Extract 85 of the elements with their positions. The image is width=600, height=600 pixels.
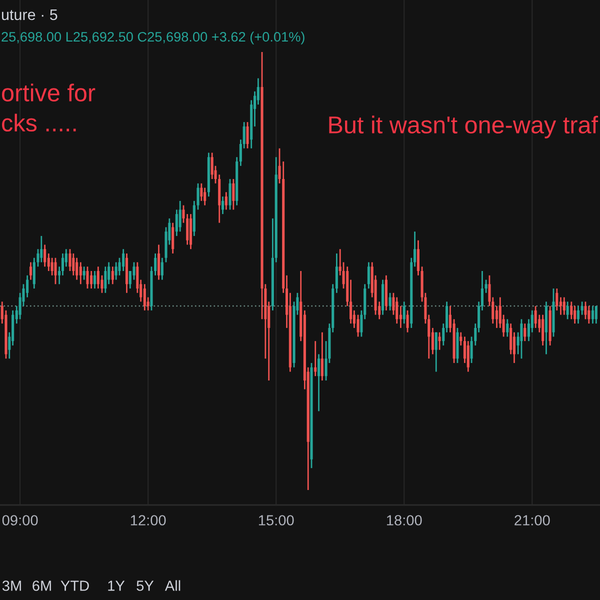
candlestick [580,300,584,316]
candlestick [128,270,132,290]
text: 1Y [108,580,125,591]
candlestick [576,305,580,324]
candlestick [79,262,82,285]
chart-title: uture · 5 [2,9,58,20]
candlestick [416,240,420,276]
candlestick [317,354,320,412]
candlestick [562,296,566,316]
candlestick [406,310,409,334]
candlestick [90,270,93,290]
candlestick [524,322,526,342]
candlestick [542,314,544,346]
candlestick [157,244,160,280]
candlestick [388,292,392,312]
candlestick [335,252,338,294]
annotation: But it wasn't one-way traf [329,116,598,138]
candlestick [460,332,462,346]
candlestick [402,300,406,324]
x-tick-label: 18:00 [386,515,422,526]
candlestick [434,332,438,372]
candlestick [204,187,206,206]
candlestick [132,262,136,280]
candlestick [570,300,573,320]
candlestick [228,178,232,210]
annotation: ortive for cks ..... [2,84,96,132]
candlestick [221,196,224,215]
candlestick [566,300,569,320]
candlestick [484,279,488,294]
candlestick [68,248,72,272]
candlestick [29,262,32,280]
candlestick [438,332,441,351]
candlestick [591,305,594,324]
x-tick-label: 09:00 [2,515,38,526]
text: YTD [60,580,89,591]
candlestick [178,200,182,232]
candlestick [367,262,370,290]
candlestick [54,257,57,285]
candlestick [224,191,228,210]
text: All [164,580,180,591]
candlestick [172,222,174,254]
candlestick [232,178,235,210]
candlestick [96,266,100,290]
text: 25,698.00 L25,692.50 C25,698.00 +3.62 (+0.01%) [2,32,304,44]
x-tick-label: 15:00 [258,515,294,526]
candlestick [82,266,86,280]
candlestick [93,270,96,290]
candlestick [114,262,118,280]
candlestick [574,305,576,324]
candlestick [186,213,189,246]
candlestick [534,305,537,329]
candlestick [122,248,125,272]
candlestick [76,257,78,280]
candlestick [594,305,598,324]
candlestick [320,332,324,382]
candlestick [495,305,498,329]
candlestick [588,305,590,324]
text: 5Y [136,580,154,591]
text: 6M [32,580,51,591]
candlestick [47,252,50,272]
candlestick [559,296,562,316]
candlestick [210,152,214,180]
x-tick-label: 21:00 [514,515,550,526]
candlestick [584,300,587,320]
candlestick [520,318,523,360]
candlestick [246,121,249,150]
candlestick [556,288,558,312]
candlestick [396,296,398,324]
candlestick [111,266,114,285]
candlestick [44,244,46,268]
candlestick [104,266,107,294]
candlestick [72,252,75,276]
candlestick [40,235,43,263]
candlestick [26,274,29,298]
candlestick [86,266,89,290]
candlestick [200,182,203,202]
candlestick [356,314,360,338]
x-tick-label: 12:00 [130,515,166,526]
candlestick [32,257,36,290]
candlestick [160,257,164,280]
candlestick [50,257,54,276]
candlestick [466,340,470,372]
candlestick [506,318,509,338]
candlestick [143,283,146,312]
text: 3M [2,580,21,591]
